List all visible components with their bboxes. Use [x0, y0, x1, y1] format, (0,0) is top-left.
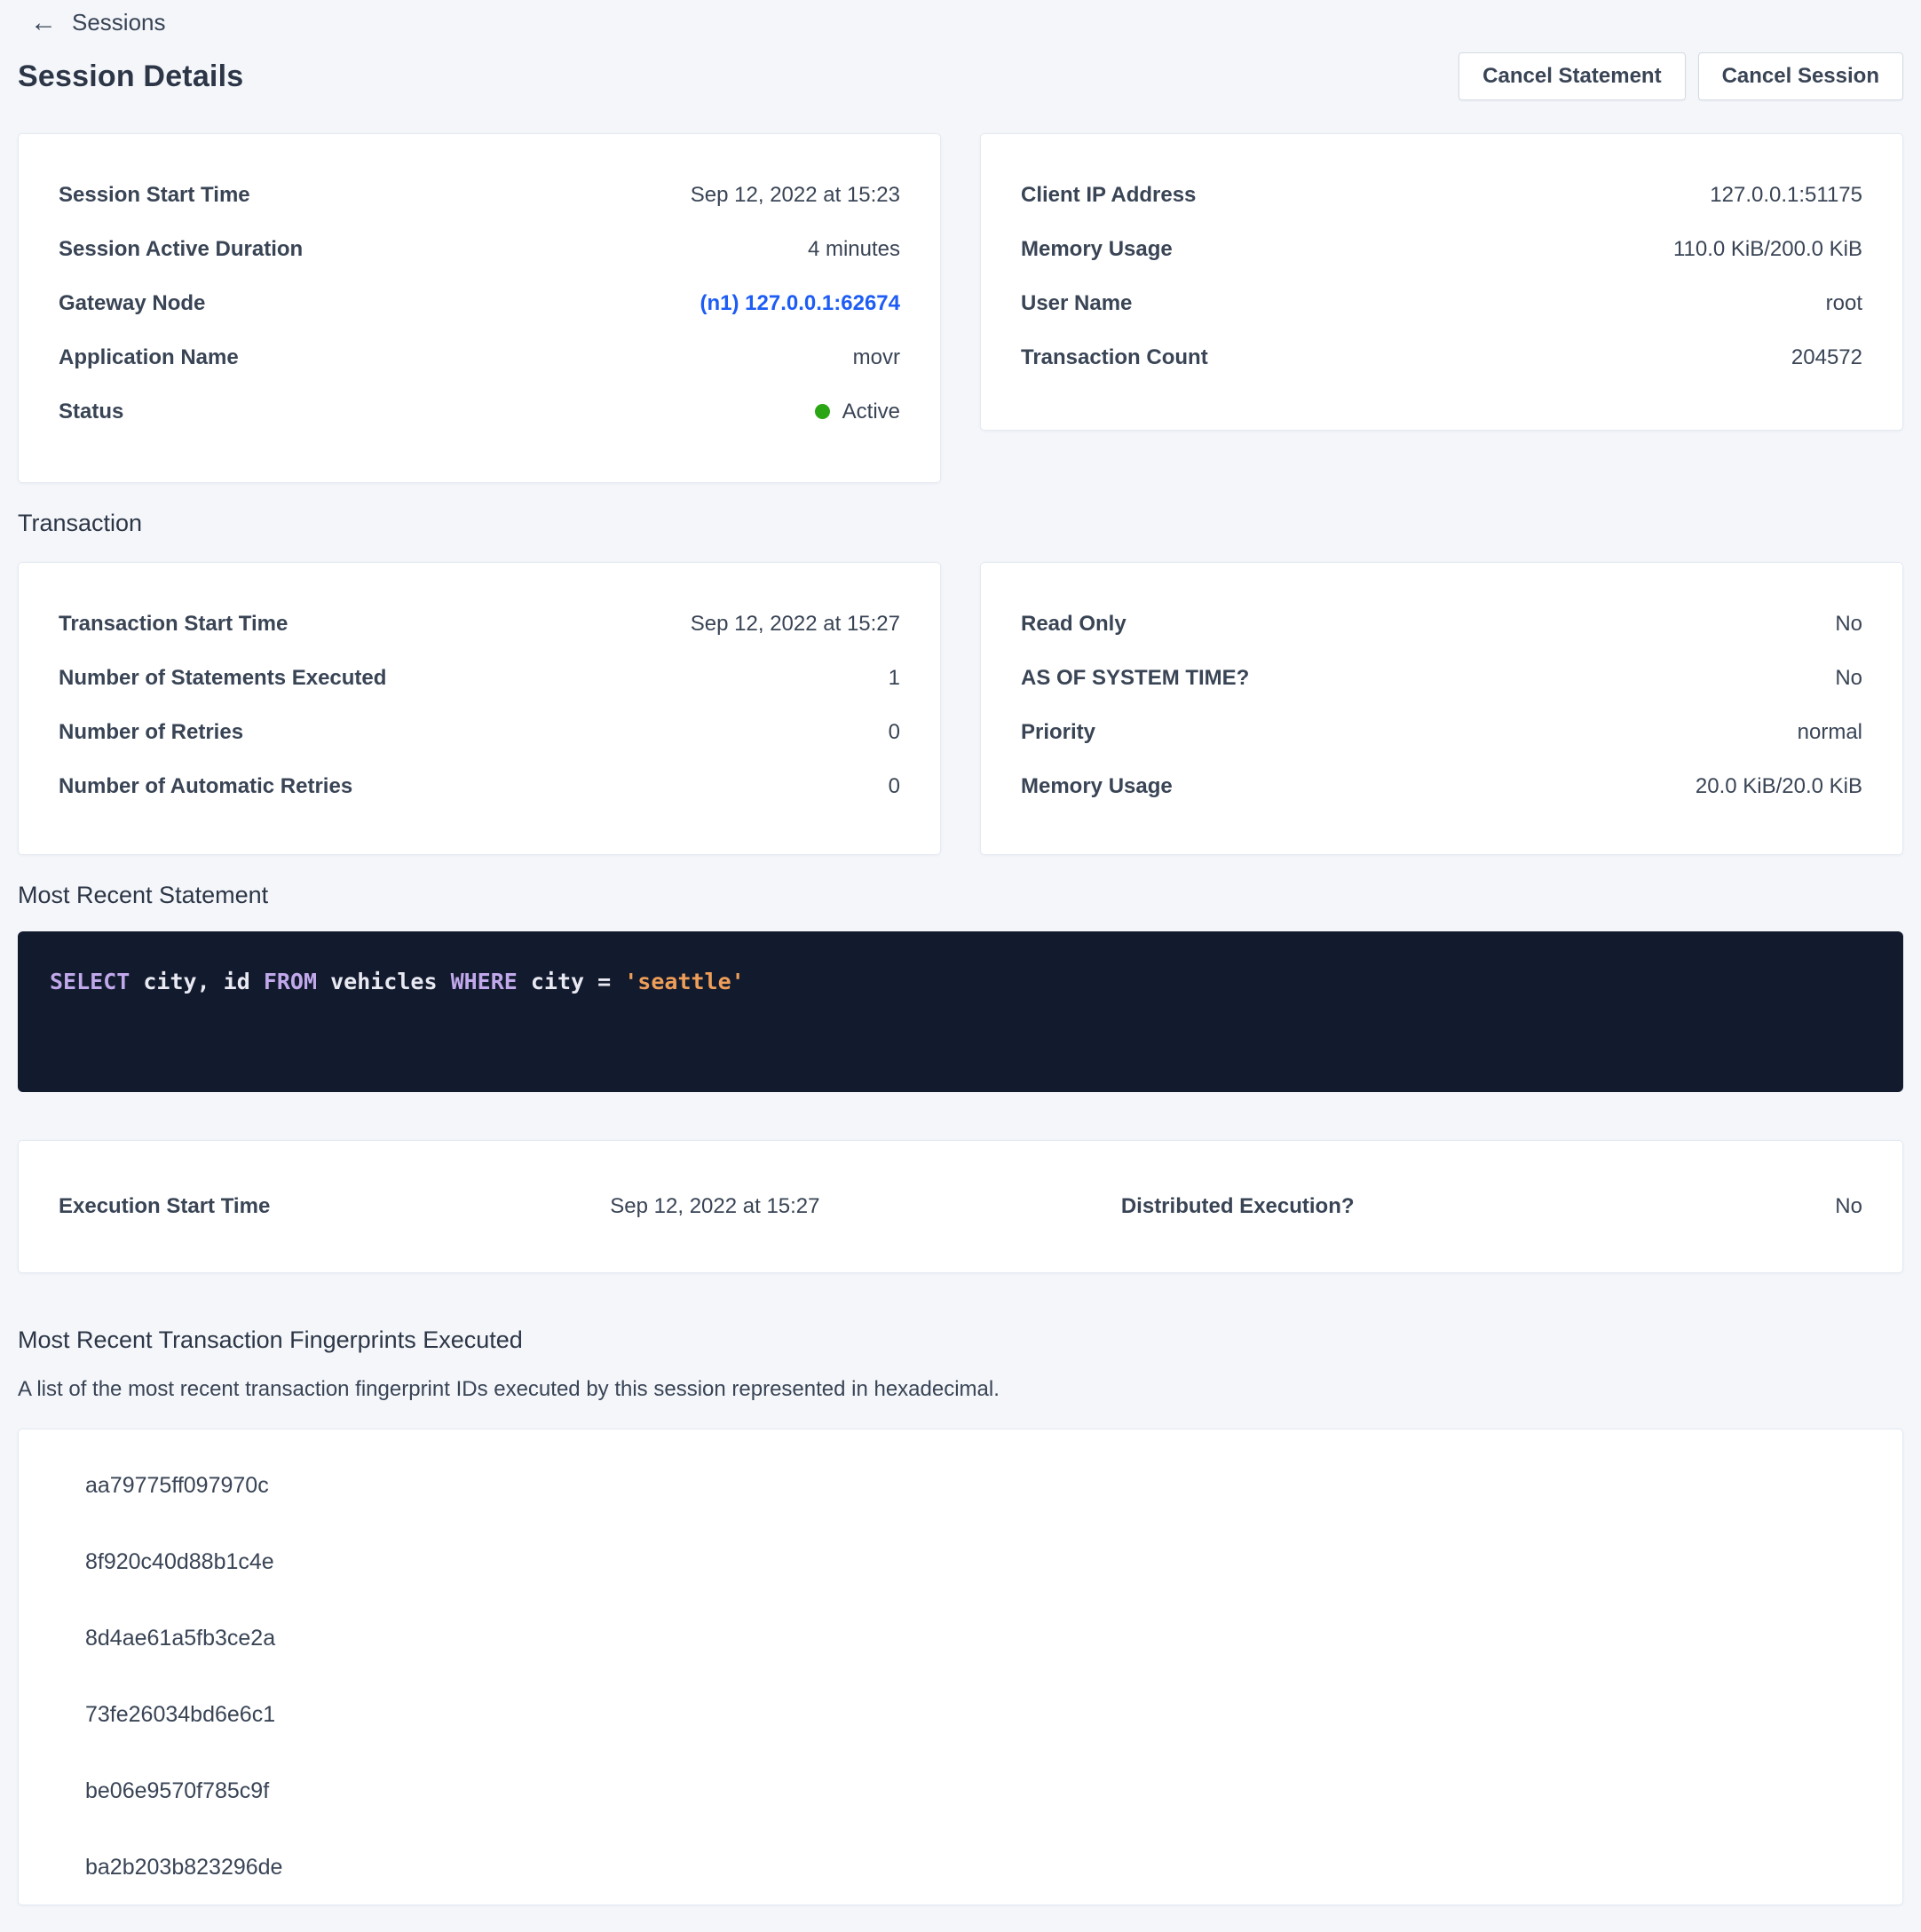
summary-row: Read Only No: [1021, 597, 1862, 651]
row-label: User Name: [1021, 290, 1133, 315]
row-label: Status: [59, 399, 124, 424]
row-value: Sep 12, 2022 at 15:27: [690, 611, 900, 636]
row-value: 0: [888, 773, 900, 798]
row-label: Memory Usage: [1021, 236, 1173, 261]
row-label: Client IP Address: [1021, 182, 1197, 207]
summary-row: Transaction Start Time Sep 12, 2022 at 1…: [59, 597, 900, 651]
sql-string-literal: 'seattle': [624, 969, 745, 994]
execution-start-time-row: Execution Start Time Sep 12, 2022 at 15:…: [59, 1194, 820, 1219]
session-summary-card-right: Client IP Address 127.0.0.1:51175 Memory…: [980, 133, 1903, 431]
transaction-cards-row: Transaction Start Time Sep 12, 2022 at 1…: [18, 562, 1903, 855]
back-arrow-icon: ←: [30, 7, 57, 37]
row-label: Session Start Time: [59, 182, 250, 207]
session-status: Active: [814, 399, 900, 424]
transaction-card-right: Read Only No AS OF SYSTEM TIME? No Prior…: [980, 562, 1903, 855]
row-label: Session Active Duration: [59, 236, 304, 261]
summary-row: Number of Retries 0: [59, 705, 900, 759]
title-row: Session Details Cancel Statement Cancel …: [18, 51, 1903, 102]
row-value: 20.0 KiB/20.0 KiB: [1695, 773, 1862, 798]
summary-row: Memory Usage 20.0 KiB/20.0 KiB: [1021, 759, 1862, 813]
page-title: Session Details: [18, 59, 244, 93]
fingerprint-item: 8f920c40d88b1c4e: [85, 1548, 274, 1574]
session-cards-row: Session Start Time Sep 12, 2022 at 15:23…: [18, 133, 1903, 483]
row-label: Number of Retries: [59, 719, 244, 744]
summary-row: Priority normal: [1021, 705, 1862, 759]
fingerprint-item: aa79775ff097970c: [85, 1472, 269, 1498]
fingerprints-card: aa79775ff097970c 8f920c40d88b1c4e 8d4ae6…: [18, 1429, 1903, 1905]
row-label: Distributed Execution?: [1120, 1194, 1355, 1218]
summary-row: Number of Automatic Retries 0: [59, 759, 900, 813]
gateway-node-link[interactable]: (n1) 127.0.0.1:62674: [700, 290, 900, 315]
sql-keyword: FROM: [263, 969, 318, 994]
row-label: Read Only: [1021, 611, 1127, 636]
session-summary-card-left: Session Start Time Sep 12, 2022 at 15:23…: [18, 133, 941, 483]
fingerprints-section-heading: Most Recent Transaction Fingerprints Exe…: [18, 1326, 523, 1353]
status-active-dot-icon: [814, 404, 830, 419]
summary-row: AS OF SYSTEM TIME? No: [1021, 651, 1862, 705]
row-label: Number of Statements Executed: [59, 665, 387, 690]
summary-row: Gateway Node (n1) 127.0.0.1:62674: [59, 276, 900, 330]
row-label: Number of Automatic Retries: [59, 773, 353, 798]
back-to-sessions-link[interactable]: ← Sessions: [30, 9, 166, 36]
row-value: 110.0 KiB/200.0 KiB: [1672, 236, 1862, 261]
row-label: Memory Usage: [1021, 773, 1173, 798]
transaction-card-left: Transaction Start Time Sep 12, 2022 at 1…: [18, 562, 941, 855]
row-label: Execution Start Time: [59, 1194, 271, 1218]
summary-row: User Name root: [1021, 276, 1862, 330]
summary-row: Memory Usage 110.0 KiB/200.0 KiB: [1021, 222, 1862, 276]
fingerprint-item: 8d4ae61a5fb3ce2a: [85, 1625, 276, 1651]
row-label: Transaction Count: [1021, 344, 1208, 369]
fingerprint-item: 73fe26034bd6e6c1: [85, 1701, 276, 1727]
statement-section-heading: Most Recent Statement: [18, 882, 269, 908]
fingerprints-description: A list of the most recent transaction fi…: [18, 1377, 1000, 1401]
summary-row: Status Active: [59, 384, 900, 439]
fingerprint-item: be06e9570f785c9f: [85, 1778, 270, 1803]
row-label: Gateway Node: [59, 290, 206, 315]
transaction-section-heading: Transaction: [18, 510, 143, 536]
row-value: No: [1835, 665, 1862, 690]
sql-text: city, id: [130, 969, 264, 994]
row-label: Transaction Start Time: [59, 611, 289, 636]
row-label: AS OF SYSTEM TIME?: [1021, 665, 1250, 690]
sql-keyword: WHERE: [450, 969, 518, 994]
cancel-session-button[interactable]: Cancel Session: [1697, 52, 1903, 100]
row-value: Sep 12, 2022 at 15:23: [690, 182, 900, 207]
row-value: normal: [1797, 719, 1862, 744]
summary-row: Application Name movr: [59, 330, 900, 384]
fingerprint-item: ba2b203b823296de: [85, 1854, 283, 1880]
row-value: Sep 12, 2022 at 15:27: [610, 1194, 820, 1218]
row-label: Application Name: [59, 344, 239, 369]
cancel-statement-button[interactable]: Cancel Statement: [1459, 52, 1686, 100]
sql-text: city =: [517, 969, 625, 994]
sql-statement-box: SELECT city, id FROM vehicles WHERE city…: [18, 931, 1903, 1092]
summary-row: Number of Statements Executed 1: [59, 651, 900, 705]
row-label: Priority: [1021, 719, 1096, 744]
execution-card: Execution Start Time Sep 12, 2022 at 15:…: [18, 1140, 1903, 1273]
summary-row: Client IP Address 127.0.0.1:51175: [1021, 168, 1862, 222]
row-value: 1: [888, 665, 900, 690]
distributed-execution-row: Distributed Execution? No: [1121, 1194, 1862, 1219]
summary-row: Session Active Duration 4 minutes: [59, 222, 900, 276]
row-value: 204572: [1791, 344, 1862, 369]
row-value: 127.0.0.1:51175: [1710, 182, 1862, 207]
row-value: 4 minutes: [807, 236, 900, 261]
header-actions: Cancel Statement Cancel Session: [1459, 52, 1903, 100]
summary-row: Session Start Time Sep 12, 2022 at 15:23: [59, 168, 900, 222]
row-value: root: [1825, 290, 1862, 315]
sql-text: vehicles: [317, 969, 451, 994]
status-badge: Active: [842, 399, 900, 424]
summary-row: Transaction Count 204572: [1021, 330, 1862, 384]
row-value: 0: [888, 719, 900, 744]
back-label: Sessions: [72, 9, 166, 36]
row-value: No: [1835, 1194, 1862, 1218]
sql-keyword: SELECT: [50, 969, 130, 994]
row-value: No: [1835, 611, 1862, 636]
row-value: movr: [852, 344, 900, 369]
